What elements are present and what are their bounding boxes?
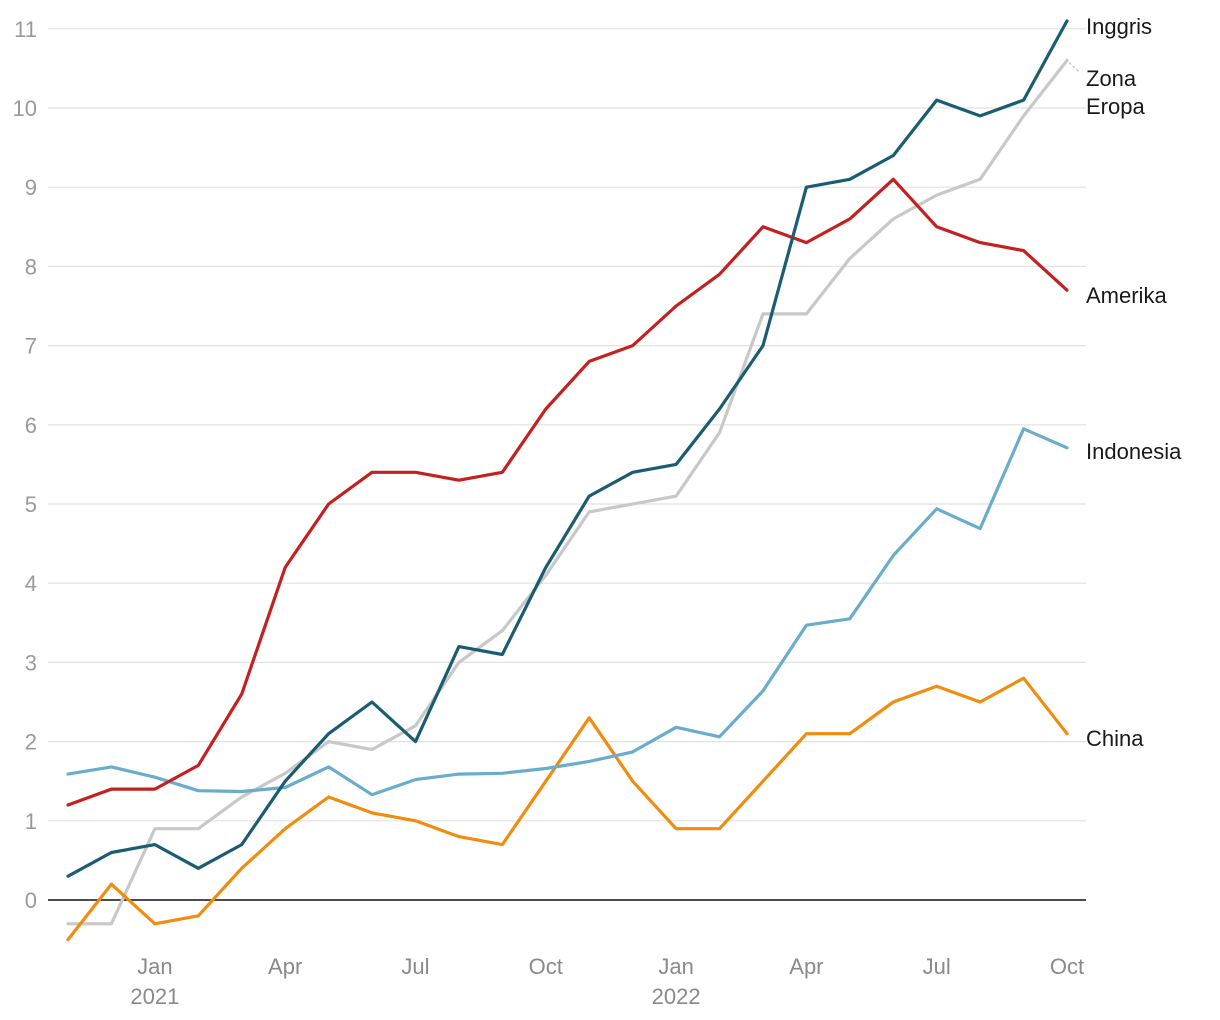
series-labels: Zona Eropa China Indonesia Amerika Inggris xyxy=(1068,14,1182,751)
x-tick-year-label: 2021 xyxy=(130,984,179,1009)
y-tick-label: 8 xyxy=(25,254,37,279)
series-label-indonesia: Indonesia xyxy=(1086,439,1182,464)
series-label-zona-eropa: Eropa xyxy=(1086,94,1145,119)
x-tick-label: Oct xyxy=(1050,954,1084,979)
y-tick-label: 3 xyxy=(25,650,37,675)
series-line-amerika xyxy=(66,177,1069,807)
series-line-zona-eropa xyxy=(66,58,1069,926)
x-axis-ticks: Jan 2021 Apr Jul Oct Jan 2022 Apr Jul Oct xyxy=(130,954,1084,1009)
x-tick-label: Apr xyxy=(268,954,302,979)
x-tick-label: Oct xyxy=(529,954,563,979)
x-tick-label: Jul xyxy=(401,954,429,979)
y-axis-ticks: 0 1 2 3 4 5 6 7 8 9 10 11 xyxy=(13,17,37,913)
y-tick-label: 11 xyxy=(14,17,37,42)
y-tick-label: 10 xyxy=(13,96,37,121)
series-label-inggris: Inggris xyxy=(1086,14,1152,39)
y-tick-label: 0 xyxy=(25,888,37,913)
x-tick-label: Jul xyxy=(923,954,951,979)
y-tick-label: 1 xyxy=(25,809,37,834)
series-lines xyxy=(66,19,1069,942)
x-tick-label: Jan xyxy=(658,954,693,979)
y-tick-label: 2 xyxy=(25,730,37,755)
series-line-indonesia xyxy=(66,427,1069,797)
label-leader-zona-eropa xyxy=(1068,61,1081,74)
series-line-china xyxy=(66,676,1069,942)
y-tick-label: 5 xyxy=(25,492,37,517)
y-tick-label: 4 xyxy=(25,571,37,596)
series-label-china: China xyxy=(1086,726,1144,751)
series-label-amerika: Amerika xyxy=(1086,283,1167,308)
x-tick-year-label: 2022 xyxy=(652,984,701,1009)
series-line-inggris xyxy=(66,19,1069,878)
y-tick-label: 9 xyxy=(25,175,37,200)
x-tick-label: Apr xyxy=(789,954,823,979)
gridlines xyxy=(48,28,1086,901)
x-tick-label: Jan xyxy=(137,954,172,979)
series-label-zona-eropa: Zona xyxy=(1086,66,1137,91)
y-tick-label: 7 xyxy=(25,334,37,359)
y-tick-label: 6 xyxy=(25,413,37,438)
